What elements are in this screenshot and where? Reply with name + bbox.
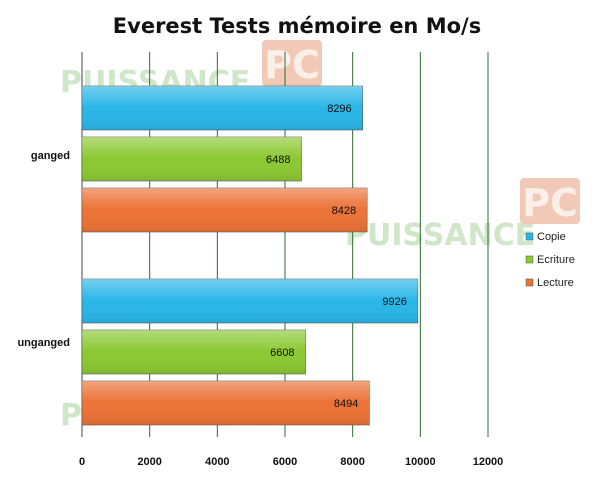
category-label: ganged <box>31 150 70 162</box>
bar-shading <box>82 279 418 323</box>
x-tick-label: 10000 <box>405 456 436 468</box>
data-label: 6608 <box>270 347 294 359</box>
data-label: 9926 <box>382 296 406 308</box>
bars: 8296 6488 8428 9926 6608 8494 <box>81 85 419 426</box>
legend: Copie Ecriture Lecture <box>525 231 575 289</box>
bar-shading <box>82 137 302 181</box>
watermark-group: PUISSANCEPUISSANCEPUISSANCEPCPC <box>60 40 580 433</box>
data-label: 6488 <box>266 154 290 166</box>
y-axis-categories: ganged unganged <box>17 150 70 349</box>
x-tick-label: 4000 <box>205 456 229 468</box>
legend-swatch <box>525 255 534 264</box>
x-tick-label: 6000 <box>273 456 297 468</box>
chart-title: Everest Tests mémoire en Mo/s <box>113 14 481 38</box>
legend-label: Copie <box>537 231 566 243</box>
legend-label: Ecriture <box>537 254 575 266</box>
x-tick-label: 0 <box>79 456 85 468</box>
watermark-badge-text: PC <box>264 43 320 87</box>
watermark-badge-text: PC <box>522 181 578 225</box>
legend-swatch <box>525 232 534 241</box>
x-tick-label: 12000 <box>473 456 504 468</box>
x-axis-ticks: 0 2000 4000 6000 8000 10000 12000 <box>79 456 503 468</box>
bar-shading <box>82 381 370 425</box>
bar-shading <box>82 86 363 130</box>
bar-shading <box>82 330 306 374</box>
legend-swatch <box>525 278 534 287</box>
watermark-badge <box>262 40 322 86</box>
data-label: 8428 <box>332 205 356 217</box>
data-label: 8296 <box>327 103 351 115</box>
x-tick-label: 2000 <box>137 456 161 468</box>
bar-shading <box>82 188 368 232</box>
category-label: unganged <box>17 337 70 349</box>
legend-label: Lecture <box>537 277 574 289</box>
watermark-badge <box>520 178 580 224</box>
data-label: 8494 <box>334 398 358 410</box>
watermark-text: PUISSANCE <box>345 218 535 253</box>
x-tick-label: 8000 <box>340 456 364 468</box>
